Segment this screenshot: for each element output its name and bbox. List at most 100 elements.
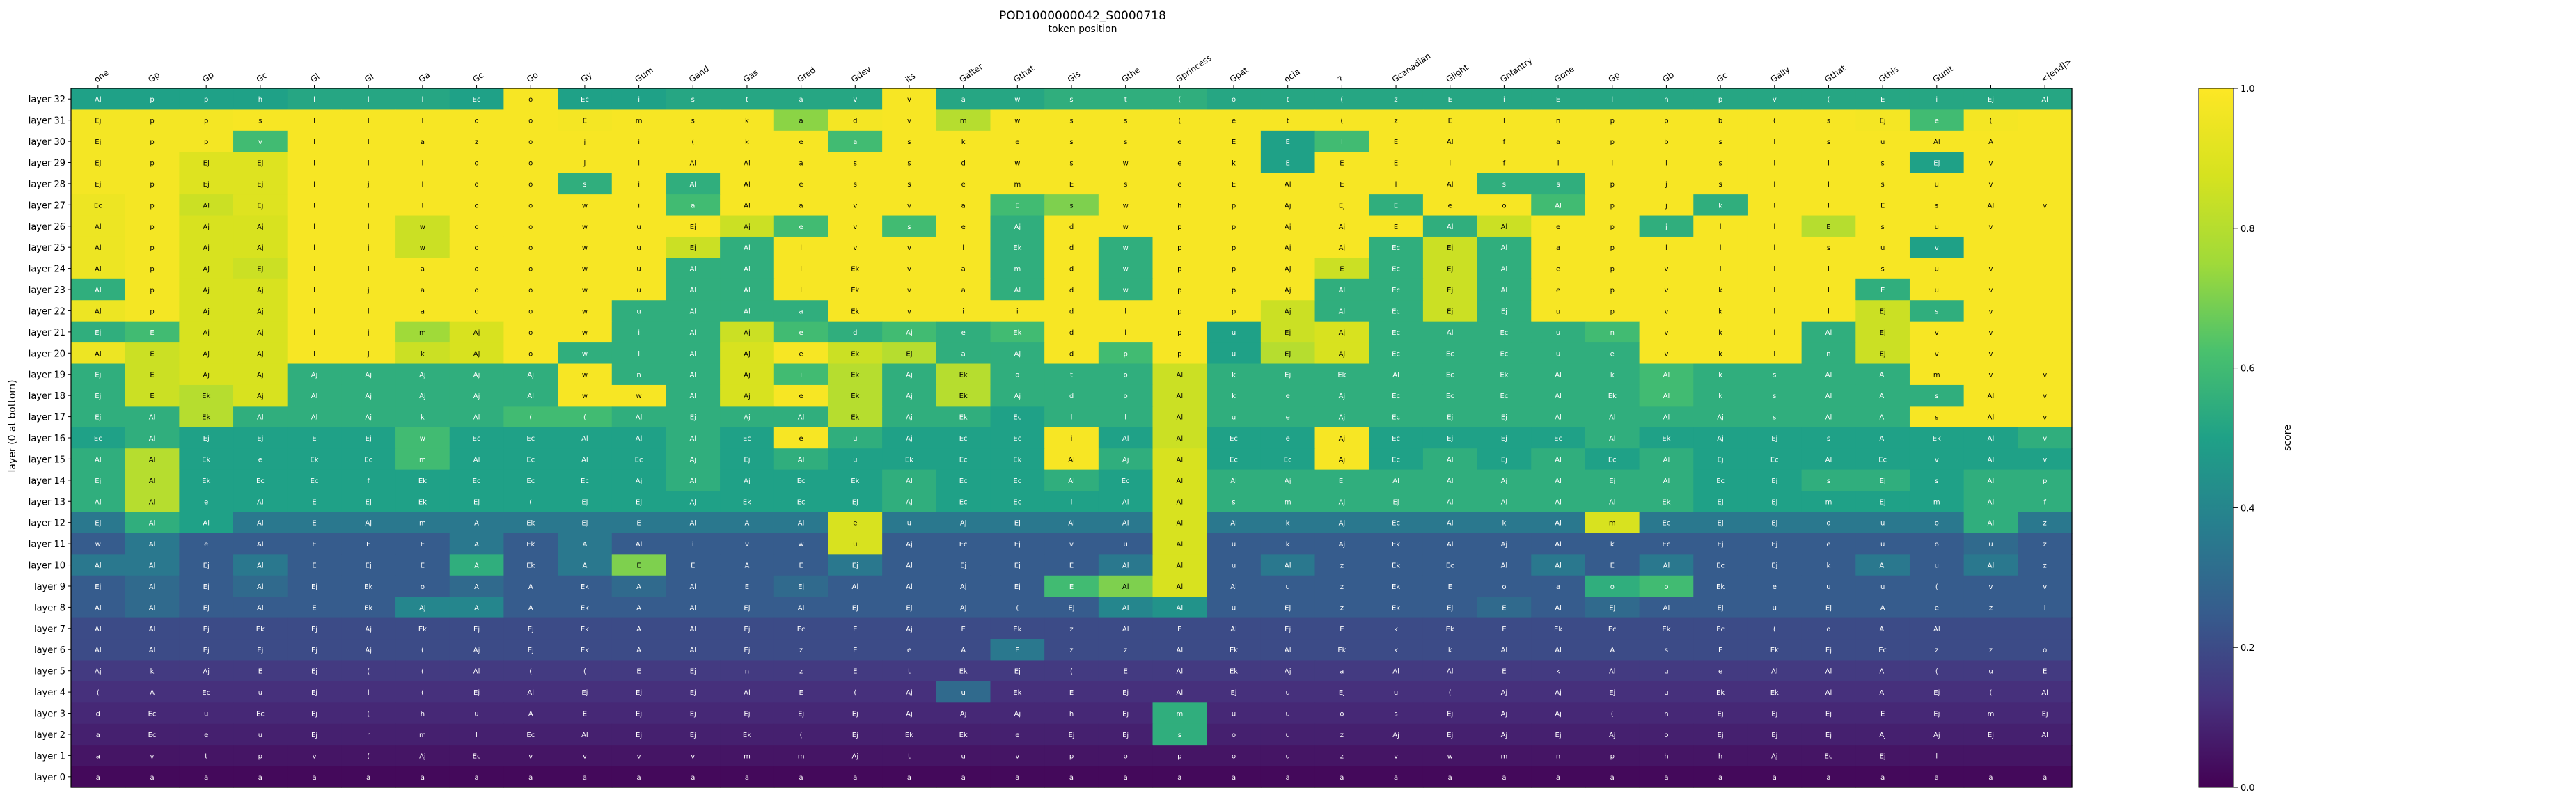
- cell-label: v: [2043, 393, 2047, 400]
- cell-label: Al: [1501, 647, 1508, 654]
- cell-label: v: [1935, 456, 1939, 464]
- x-tick-label: Gy: [579, 70, 594, 85]
- heatmap-cell: [1909, 639, 1965, 661]
- cell-label: Al: [744, 181, 751, 189]
- heatmap-cell: [882, 554, 937, 576]
- cell-label: e: [1773, 583, 1777, 591]
- cell-label: Al: [95, 350, 102, 358]
- cell-label: u: [1232, 329, 1236, 337]
- cell-label: Al: [1555, 562, 1562, 570]
- cell-label: Aj: [1339, 329, 1346, 337]
- cell-label: k: [1394, 647, 1398, 654]
- cell-label: E: [1448, 96, 1452, 104]
- heatmap-cell: [395, 384, 450, 407]
- cell-label: Ej: [1880, 498, 1886, 506]
- heatmap-cell: [1098, 363, 1154, 386]
- heatmap-cell: [882, 342, 937, 365]
- cell-label: Aj: [960, 604, 967, 612]
- cell-label: a: [528, 774, 533, 782]
- heatmap-cell: [1639, 152, 1694, 174]
- heatmap-cell: [936, 469, 991, 491]
- heatmap-cell: [1531, 130, 1586, 152]
- cell-label: Ek: [1392, 562, 1400, 570]
- cell-label: Ej: [636, 498, 642, 506]
- cell-label: Ej: [1880, 308, 1886, 315]
- x-tick-label: Gc: [471, 70, 485, 85]
- heatmap-cell: [449, 130, 505, 152]
- cell-label: u: [1286, 752, 1290, 760]
- cell-label: s: [1502, 181, 1506, 189]
- cell-label: Ek: [905, 732, 913, 739]
- heatmap-cell: [1477, 448, 1532, 471]
- heatmap-cell: [287, 766, 342, 788]
- cell-label: Aj: [1285, 668, 1291, 676]
- heatmap-cell: [71, 554, 126, 576]
- cell-label: Ek: [1013, 329, 1021, 337]
- heatmap-cell: [882, 152, 937, 174]
- cell-label: Ej: [1988, 732, 1994, 739]
- heatmap-cell: [1477, 469, 1532, 491]
- heatmap-cell: [720, 300, 775, 322]
- heatmap-cell: [1747, 766, 1803, 788]
- cell-label: Al: [1555, 478, 1562, 485]
- heatmap-cell: [882, 660, 937, 682]
- heatmap-cell: [1639, 681, 1694, 703]
- heatmap-cell: [1585, 681, 1640, 703]
- cell-label: Ec: [473, 478, 481, 485]
- heatmap-cell: [611, 109, 667, 132]
- plot-frame: [70, 88, 2073, 788]
- cell-label: Ec: [1013, 478, 1021, 485]
- cell-label: Al: [689, 478, 696, 485]
- heatmap-cell: [449, 236, 505, 258]
- cell-label: u: [1124, 541, 1128, 549]
- cell-label: v: [691, 752, 695, 760]
- cell-label: Ek: [1446, 626, 1454, 633]
- cell-label: Ej: [1771, 520, 1777, 528]
- heatmap-cell: [1422, 660, 1478, 682]
- cell-label: Aj: [1285, 223, 1291, 231]
- heatmap-cell: [449, 554, 505, 576]
- cell-label: e: [1610, 350, 1615, 358]
- heatmap-cell: [611, 384, 667, 407]
- heatmap-cell: [179, 173, 234, 195]
- cell-label: Ec: [1392, 287, 1400, 294]
- heatmap-cell: [828, 448, 883, 471]
- heatmap-cell: [1152, 130, 1207, 152]
- cell-label: s: [1124, 139, 1127, 146]
- cell-label: Al: [95, 244, 102, 252]
- y-tick-label: layer 10: [29, 561, 65, 572]
- cell-label: Al: [1609, 414, 1616, 422]
- cell-label: a: [799, 774, 803, 782]
- cell-label: Al: [1609, 498, 1616, 506]
- cell-label: l: [1665, 159, 1667, 167]
- cell-label: E: [150, 372, 154, 379]
- heatmap-cell: [1801, 384, 1856, 407]
- x-tick-label: Gp: [1606, 70, 1621, 84]
- cell-label: Aj: [257, 372, 264, 379]
- cell-label: E: [421, 562, 425, 570]
- heatmap-cell: [666, 363, 721, 386]
- heatmap-cell: [1801, 363, 1856, 386]
- heatmap-cell: [233, 278, 288, 301]
- heatmap-cell: [1963, 258, 2018, 280]
- cell-label: a: [1177, 774, 1181, 782]
- heatmap-cell: [1477, 278, 1532, 301]
- heatmap-cell: [233, 194, 288, 216]
- cell-label: Ec: [1500, 393, 1508, 400]
- heatmap-cell: [1369, 681, 1424, 703]
- heatmap-cell: [1369, 512, 1424, 534]
- heatmap-cell: [395, 130, 450, 152]
- cell-label: Al: [689, 372, 696, 379]
- heatmap-cell: [720, 617, 775, 640]
- heatmap-cell: [1801, 152, 1856, 174]
- heatmap-cell: [1639, 321, 1694, 343]
- heatmap-cell: [71, 597, 126, 619]
- cell-label: k: [1718, 393, 1722, 400]
- heatmap-cell: [1152, 215, 1207, 237]
- heatmap-cell: [611, 321, 667, 343]
- cell-label: Aj: [203, 266, 210, 274]
- cell-label: l: [313, 223, 315, 231]
- heatmap-cell: [287, 491, 342, 513]
- cell-label: (: [421, 689, 424, 697]
- cell-label: a: [1232, 774, 1236, 782]
